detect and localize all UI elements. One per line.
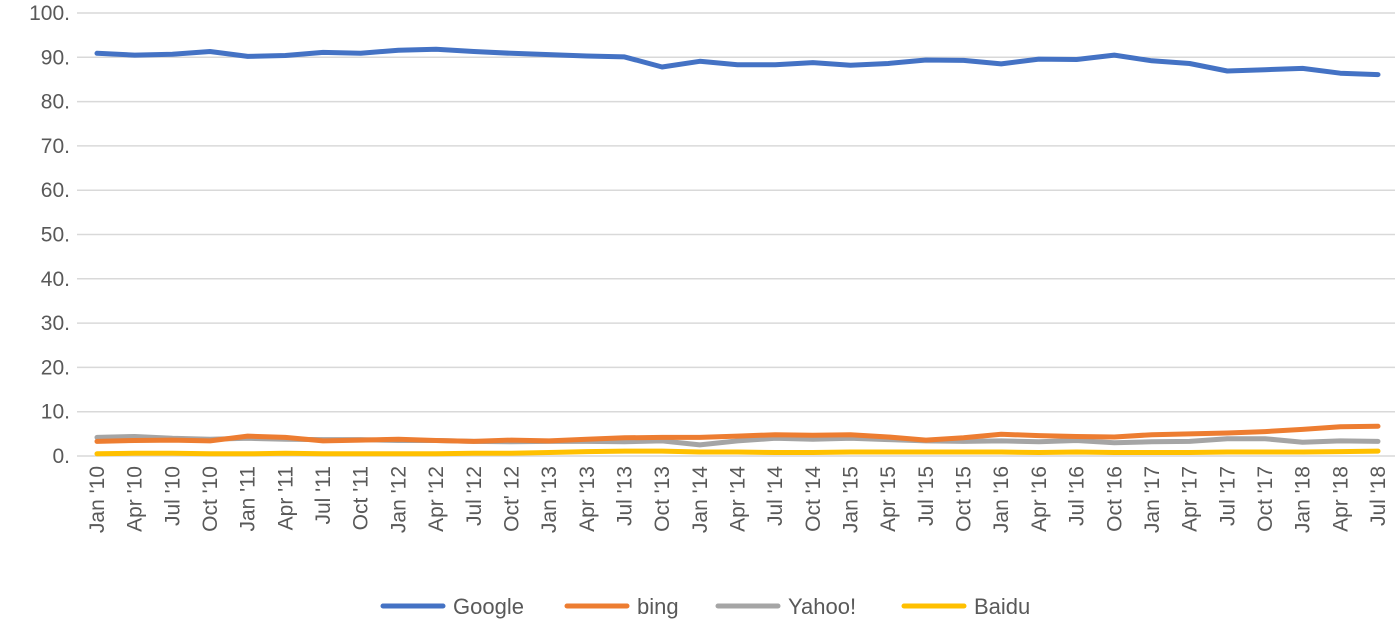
x-tick-label: Jan '10 <box>86 466 109 533</box>
legend-label: Yahoo! <box>788 594 856 619</box>
x-tick-label: Oct '10 <box>199 466 222 532</box>
y-tick-label: 0. <box>52 445 70 468</box>
series-line-bing <box>94 423 1381 444</box>
y-tick-label: 60. <box>41 179 70 202</box>
x-tick-label: Jan '14 <box>689 466 712 533</box>
x-tick-label: Jul '13 <box>613 466 636 526</box>
x-tick-label: Jan '15 <box>840 466 863 533</box>
y-tick-label: 10. <box>41 401 70 424</box>
x-tick-label: Apr '13 <box>576 466 599 532</box>
x-tick-label: Jan '16 <box>990 466 1013 533</box>
x-tick-label: Oct '13 <box>651 466 674 532</box>
x-tick-label: Jul '17 <box>1216 466 1239 526</box>
x-tick-label: Jul '18 <box>1367 466 1390 526</box>
x-tick-label: Apr '17 <box>1179 466 1202 532</box>
x-axis-ticks: Jan '10 Apr '10 Jul '10 Oct '10 Jan '11 Apr '… <box>86 466 1390 533</box>
x-tick-label: Jul '12 <box>463 466 486 526</box>
x-tick-label: Jan '11 <box>237 466 260 532</box>
x-tick-label: Jul '14 <box>764 466 787 526</box>
x-tick-label: Oct' 12 <box>500 466 523 532</box>
x-tick-label: Apr '10 <box>124 466 147 532</box>
x-tick-label: Oct '17 <box>1254 466 1277 532</box>
legend-label: bing <box>637 594 679 619</box>
legend-label: Google <box>453 594 524 619</box>
x-tick-label: Oct '16 <box>1103 466 1126 532</box>
series-lines <box>94 46 1381 457</box>
legend: Google bing Yahoo! Baidu <box>380 594 1030 619</box>
x-tick-label: Jan '12 <box>387 466 410 533</box>
x-tick-label: Apr '14 <box>727 466 750 532</box>
y-tick-label: 40. <box>41 268 70 291</box>
y-tick-label: 70. <box>41 135 70 158</box>
series-line-baidu <box>94 448 1381 457</box>
gridlines <box>77 12 1395 457</box>
x-tick-label: Jan '18 <box>1292 466 1315 533</box>
y-tick-label: 30. <box>41 312 70 335</box>
y-tick-label: 100. <box>29 2 70 25</box>
x-tick-label: Apr '12 <box>425 466 448 532</box>
y-tick-label: 50. <box>41 224 70 247</box>
x-tick-label: Jul '16 <box>1066 466 1089 526</box>
y-axis-ticks: 0. 10. 20. 30. 40. 50. 60. 70. 80. 90. 100. <box>29 2 70 468</box>
x-tick-label: Oct '11 <box>350 466 373 530</box>
series-line-google <box>94 46 1381 78</box>
x-tick-label: Jan '17 <box>1141 466 1164 533</box>
x-tick-label: Jul '11 <box>312 466 335 525</box>
x-tick-label: Jul '10 <box>161 466 184 526</box>
x-tick-label: Oct '15 <box>953 466 976 532</box>
y-tick-label: 20. <box>41 356 70 379</box>
x-tick-label: Apr '11 <box>274 466 297 530</box>
x-tick-label: Oct '14 <box>802 466 825 532</box>
x-tick-label: Apr '16 <box>1028 466 1051 532</box>
x-tick-label: Apr '18 <box>1329 466 1352 532</box>
x-tick-label: Apr '15 <box>877 466 900 532</box>
y-tick-label: 80. <box>41 91 70 114</box>
legend-label: Baidu <box>974 594 1030 619</box>
x-tick-label: Jul '15 <box>915 466 938 526</box>
x-tick-label: Jan '13 <box>538 466 561 533</box>
y-tick-label: 90. <box>41 46 70 69</box>
